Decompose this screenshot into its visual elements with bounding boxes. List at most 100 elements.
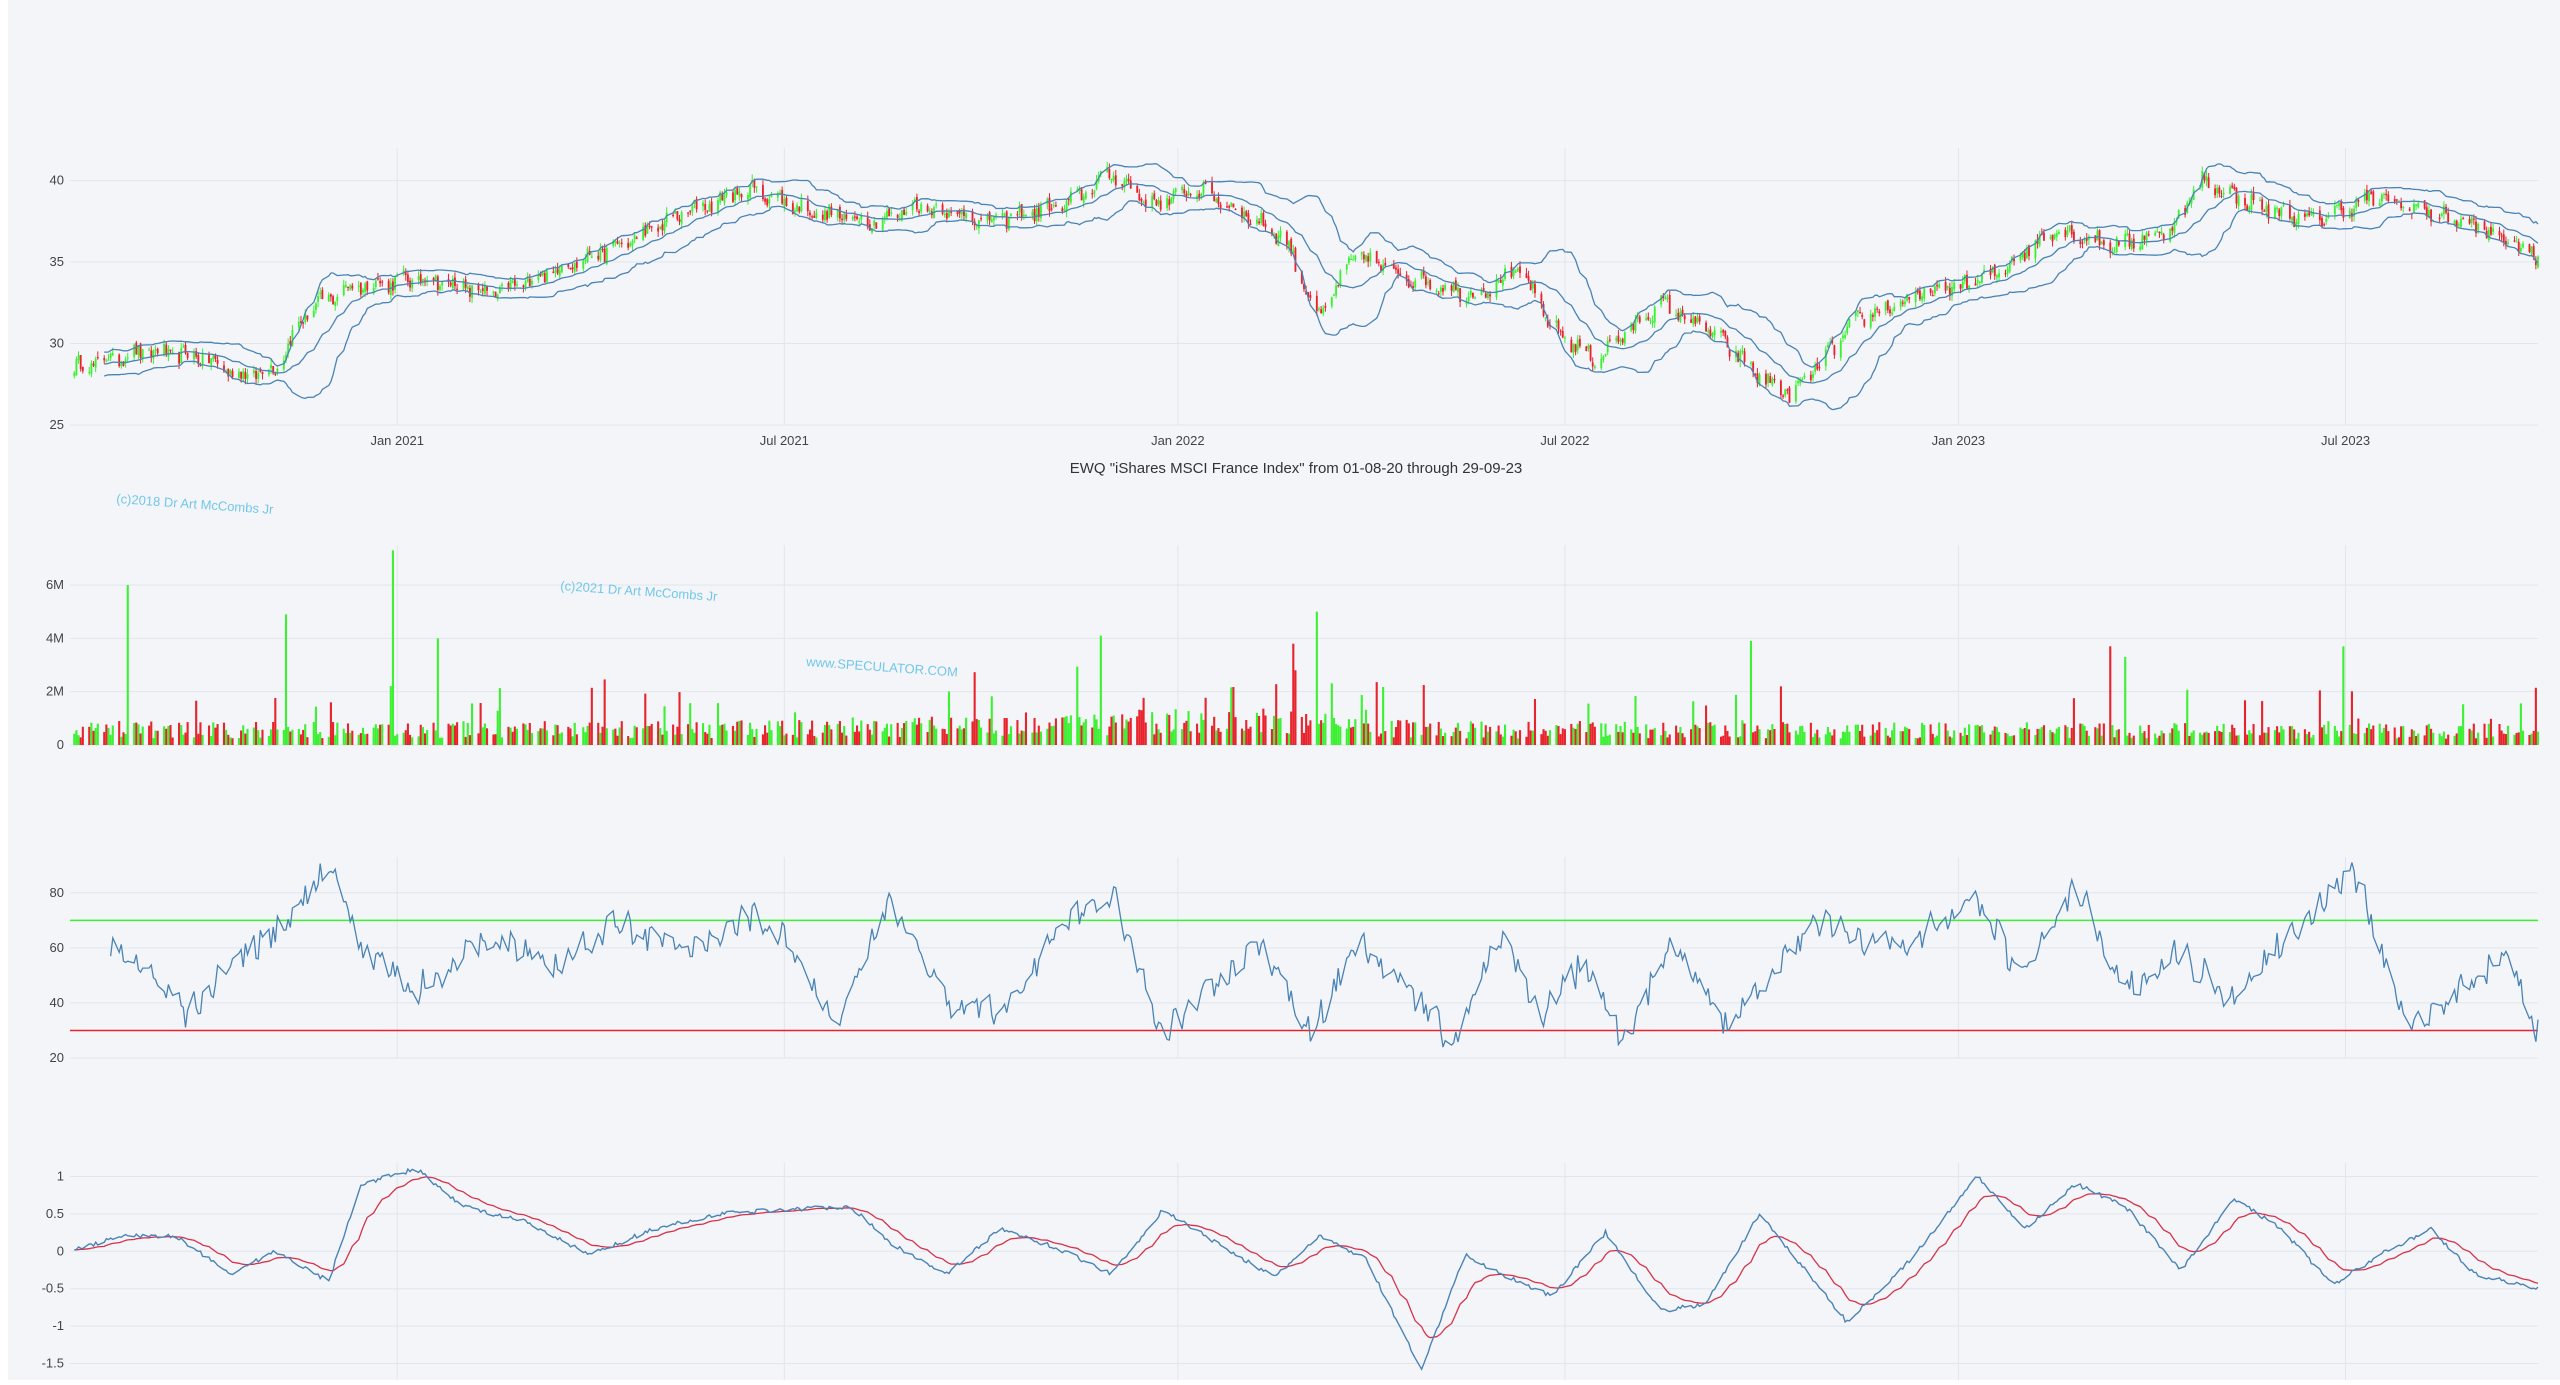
candle-body <box>1226 206 1228 208</box>
candle-body <box>1576 339 1579 351</box>
volume-bar <box>1734 694 1738 745</box>
volume-bar <box>1803 731 1806 745</box>
candle-body <box>2038 235 2041 246</box>
candle-body <box>1123 181 1126 188</box>
volume-bar <box>913 718 916 745</box>
candle-body <box>1750 362 1752 364</box>
candle-body <box>1065 200 1068 212</box>
volume-bar <box>2205 731 2208 745</box>
candle-body <box>1966 274 1968 289</box>
x-tick-label: Jan 2023 <box>1932 433 1986 448</box>
candle-body <box>1916 289 1919 293</box>
candle-body <box>539 273 542 277</box>
candle-body <box>1040 205 1042 219</box>
volume-bar <box>1153 734 1156 745</box>
candle-body <box>2348 210 2351 219</box>
candle-body <box>986 214 989 220</box>
candle-body <box>783 198 786 207</box>
candle-body <box>2278 209 2281 217</box>
candle-body <box>1904 301 1906 305</box>
volume-bar <box>917 717 921 745</box>
volume-bar <box>359 733 362 745</box>
volume-bar <box>1888 737 1892 745</box>
volume-bar <box>1360 694 1363 745</box>
candle-body <box>1144 199 1147 207</box>
candle-body <box>231 371 234 378</box>
candle-body <box>362 289 364 293</box>
candle-body <box>1527 276 1530 281</box>
candle-body <box>1741 350 1744 352</box>
volume-bar <box>2455 733 2458 745</box>
candle-body <box>2519 247 2522 252</box>
candle-body <box>1350 258 1352 261</box>
candle-body <box>184 344 187 354</box>
volume-bar <box>2117 729 2120 745</box>
candle-body <box>252 370 255 374</box>
oscillator-y-tick-label: -0.5 <box>42 1281 64 1296</box>
volume-bar <box>192 737 196 745</box>
candle-body <box>811 216 814 218</box>
candle-body <box>1215 198 1218 203</box>
volume-bar <box>783 735 786 745</box>
volume-bar <box>1677 732 1680 745</box>
candle-body <box>1739 351 1742 362</box>
candle-body <box>2468 219 2471 224</box>
volume-bar <box>1262 708 1265 745</box>
volume-bar <box>734 730 737 745</box>
volume-bar <box>2175 724 2178 745</box>
candle-body <box>1022 214 1025 217</box>
candle-body <box>2051 234 2054 242</box>
volume-bar <box>321 738 324 745</box>
candle-body <box>1202 182 1205 194</box>
candle-body <box>873 220 876 226</box>
volume-bar <box>1127 721 1130 745</box>
candle-body <box>764 198 766 202</box>
volume-bar <box>1157 729 1160 745</box>
candle-body <box>496 294 499 299</box>
candle-body <box>1001 213 1004 216</box>
volume-bar <box>1422 685 1425 745</box>
volume-bar <box>436 638 439 745</box>
volume-bar <box>1080 725 1083 745</box>
volume-bar <box>1174 709 1177 745</box>
candle-body <box>1608 339 1611 341</box>
volume-bar <box>1183 722 1186 745</box>
candle-body <box>1600 358 1603 369</box>
volume-bar <box>1998 732 2001 745</box>
candle-body <box>603 248 606 262</box>
candle-body <box>1151 195 1154 209</box>
candle-body <box>2502 234 2505 243</box>
volume-bar <box>2400 726 2403 745</box>
volume-bar <box>2325 734 2328 745</box>
volume-bar <box>1337 725 1340 745</box>
volume-bar <box>1991 730 1994 745</box>
candle-body <box>734 190 737 201</box>
candle-body <box>1200 193 1203 197</box>
volume-bar <box>1407 723 1410 745</box>
candle-body <box>2378 202 2381 207</box>
volume-bar <box>541 728 544 745</box>
volume-bar <box>1933 737 1936 745</box>
candle-body <box>351 285 354 289</box>
candle-body <box>1812 373 1814 378</box>
volume-bar <box>1264 715 1267 745</box>
candle-body <box>1279 230 1282 238</box>
candle-body <box>1771 378 1774 385</box>
volume-bar <box>1841 731 1844 745</box>
candle-body <box>1168 199 1171 206</box>
volume-bar <box>306 737 309 745</box>
volume-bar <box>708 724 711 745</box>
candle-body <box>2147 234 2150 236</box>
candle-body <box>567 263 570 267</box>
volume-bar <box>1362 723 1365 745</box>
volume-bar <box>342 728 345 745</box>
volume-bar <box>1273 715 1276 745</box>
volume-bar <box>1758 729 1761 745</box>
volume-bar <box>567 726 570 745</box>
volume-bar <box>2243 700 2247 745</box>
volume-bar <box>2515 732 2518 745</box>
volume-bar <box>107 727 110 745</box>
volume-bar <box>156 730 159 745</box>
candle-body <box>1429 280 1432 290</box>
volume-bar <box>1756 725 1759 745</box>
